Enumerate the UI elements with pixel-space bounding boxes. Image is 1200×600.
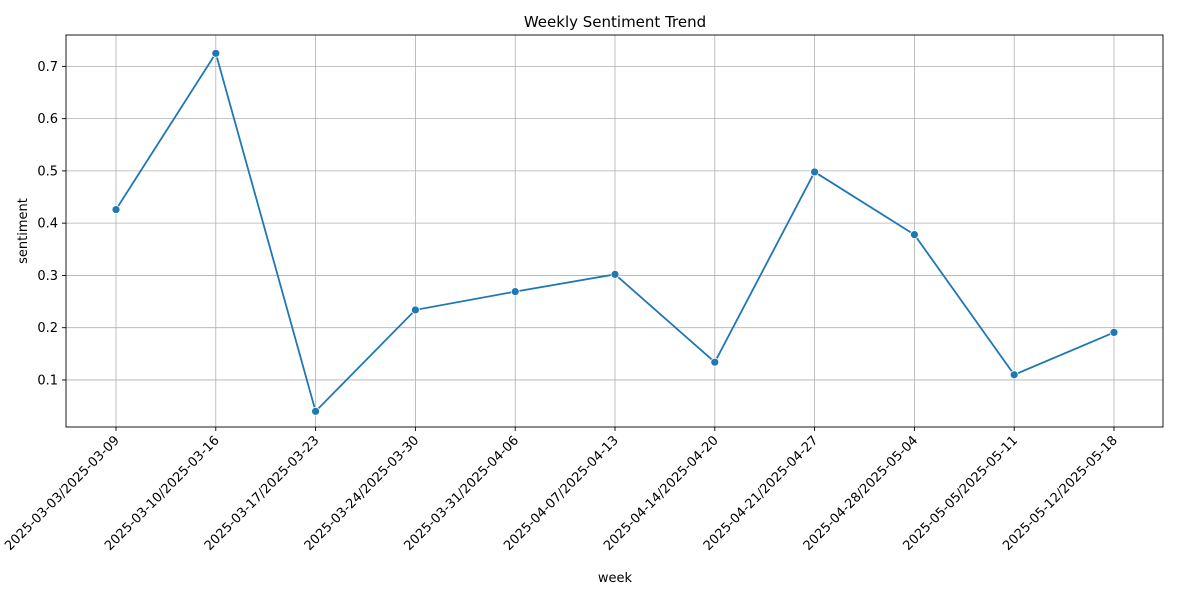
chart-title: Weekly Sentiment Trend <box>524 13 706 31</box>
x-tick-label: 2025-03-31/2025-04-06 <box>401 433 522 554</box>
y-tick-label: 0.1 <box>37 373 58 388</box>
grid-layer <box>66 35 1163 427</box>
data-point <box>910 230 919 240</box>
data-point <box>1109 327 1119 337</box>
x-tick-label: 2025-05-12/2025-05-18 <box>1000 433 1121 554</box>
y-axis: 0.1 0.2 0.3 0.4 0.5 0.6 0.7 <box>37 60 66 388</box>
series-layer <box>111 48 1119 416</box>
data-point <box>311 406 321 416</box>
y-tick-label: 0.5 <box>37 164 58 179</box>
x-tick-label: 2025-04-14/2025-04-20 <box>601 433 722 554</box>
x-tick-label: 2025-04-21/2025-04-27 <box>701 433 822 554</box>
data-point <box>1009 370 1019 380</box>
y-tick-label: 0.2 <box>37 321 58 336</box>
x-tick-label: 2025-03-17/2025-03-23 <box>202 433 323 554</box>
data-point <box>710 357 720 367</box>
x-tick-label: 2025-03-10/2025-03-16 <box>102 433 223 554</box>
y-axis-label: sentiment <box>16 198 31 264</box>
data-point <box>211 48 221 58</box>
y-tick-label: 0.3 <box>37 269 58 284</box>
data-point <box>111 205 121 214</box>
x-tick-label: 2025-04-07/2025-04-13 <box>501 433 622 554</box>
x-tick-label: 2025-03-24/2025-03-30 <box>302 433 423 554</box>
plot-frame <box>65 34 1164 428</box>
x-axis-label: week <box>598 571 633 586</box>
x-axis: 2025-03-03/2025-03-092025-03-10/2025-03-… <box>2 427 1121 554</box>
data-point <box>510 287 520 297</box>
x-tick-label: 2025-03-03/2025-03-09 <box>2 433 123 554</box>
y-tick-label: 0.6 <box>37 112 58 127</box>
y-tick-label: 0.4 <box>37 217 58 232</box>
x-tick-label: 2025-05-05/2025-05-11 <box>900 433 1021 554</box>
data-point <box>610 269 620 279</box>
data-point <box>810 167 819 177</box>
data-point <box>410 305 420 315</box>
x-tick-label: 2025-04-28/2025-05-04 <box>801 433 922 554</box>
y-tick-label: 0.7 <box>37 60 58 75</box>
